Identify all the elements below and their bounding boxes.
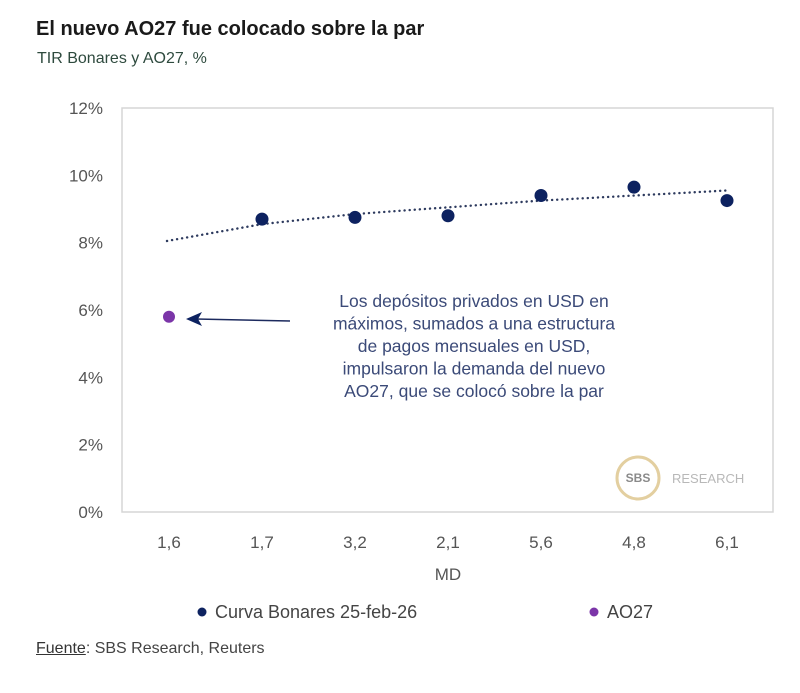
x-tick-label: 1,7 (250, 533, 274, 552)
y-tick-label: 0% (78, 503, 103, 522)
data-point-bonares (441, 209, 455, 223)
annotation-line: AO27, que se colocó sobre la par (344, 381, 604, 401)
annotation-line: Los depósitos privados en USD en (339, 291, 608, 311)
source-note: Fuente: SBS Research, Reuters (36, 640, 265, 658)
y-tick-label: 2% (78, 436, 103, 455)
data-point-bonares (348, 210, 362, 224)
x-tick-label: 2,1 (436, 533, 460, 552)
y-tick-label: 4% (78, 368, 103, 387)
annotation-text: Los depósitos privados en USD en máximos,… (333, 291, 615, 401)
data-point-bonares (720, 194, 734, 208)
chart-title: El nuevo AO27 fue colocado sobre la par (36, 18, 425, 40)
y-tick-label: 12% (69, 99, 103, 118)
annotation-line: máximos, sumados a una estructura (333, 314, 615, 334)
legend-marker-ao27 (589, 607, 599, 617)
legend-marker-bonares (197, 607, 207, 617)
source-label: Fuente (36, 640, 86, 657)
y-tick-label: 10% (69, 166, 103, 185)
watermark-logo: SBS RESEARCH (615, 455, 744, 501)
x-tick-label: 6,1 (715, 533, 739, 552)
data-points (163, 180, 734, 323)
x-axis: 1,6 1,7 3,2 2,1 5,6 4,8 6,1 (157, 533, 739, 552)
legend: Curva Bonares 25-feb-26 AO27 (197, 602, 653, 622)
data-point-ao27 (163, 310, 175, 323)
annotation-arrow (186, 312, 291, 326)
x-tick-label: 5,6 (529, 533, 553, 552)
data-point-bonares (255, 212, 269, 226)
chart-subtitle: TIR Bonares y AO27, % (37, 50, 207, 67)
source-text: : SBS Research, Reuters (85, 640, 265, 657)
annotation-line: de pagos mensuales en USD, (358, 336, 591, 356)
watermark-badge: SBS (626, 471, 651, 485)
y-tick-label: 8% (78, 234, 103, 253)
watermark-text: RESEARCH (672, 471, 744, 486)
y-tick-label: 6% (78, 301, 103, 320)
x-axis-label: MD (435, 565, 461, 584)
legend-label-bonares: Curva Bonares 25-feb-26 (215, 602, 417, 622)
data-point-bonares (627, 180, 641, 194)
y-axis: 0% 2% 4% 6% 8% 10% 12% (69, 99, 103, 522)
x-tick-label: 4,8 (622, 533, 646, 552)
plot-frame (121, 107, 774, 513)
x-tick-label: 1,6 (157, 533, 181, 552)
legend-label-ao27: AO27 (607, 602, 653, 622)
annotation-line: impulsaron la demanda del nuevo (343, 359, 606, 379)
x-tick-label: 3,2 (343, 533, 367, 552)
logo-ring-icon (615, 455, 661, 501)
data-point-bonares (534, 189, 548, 203)
